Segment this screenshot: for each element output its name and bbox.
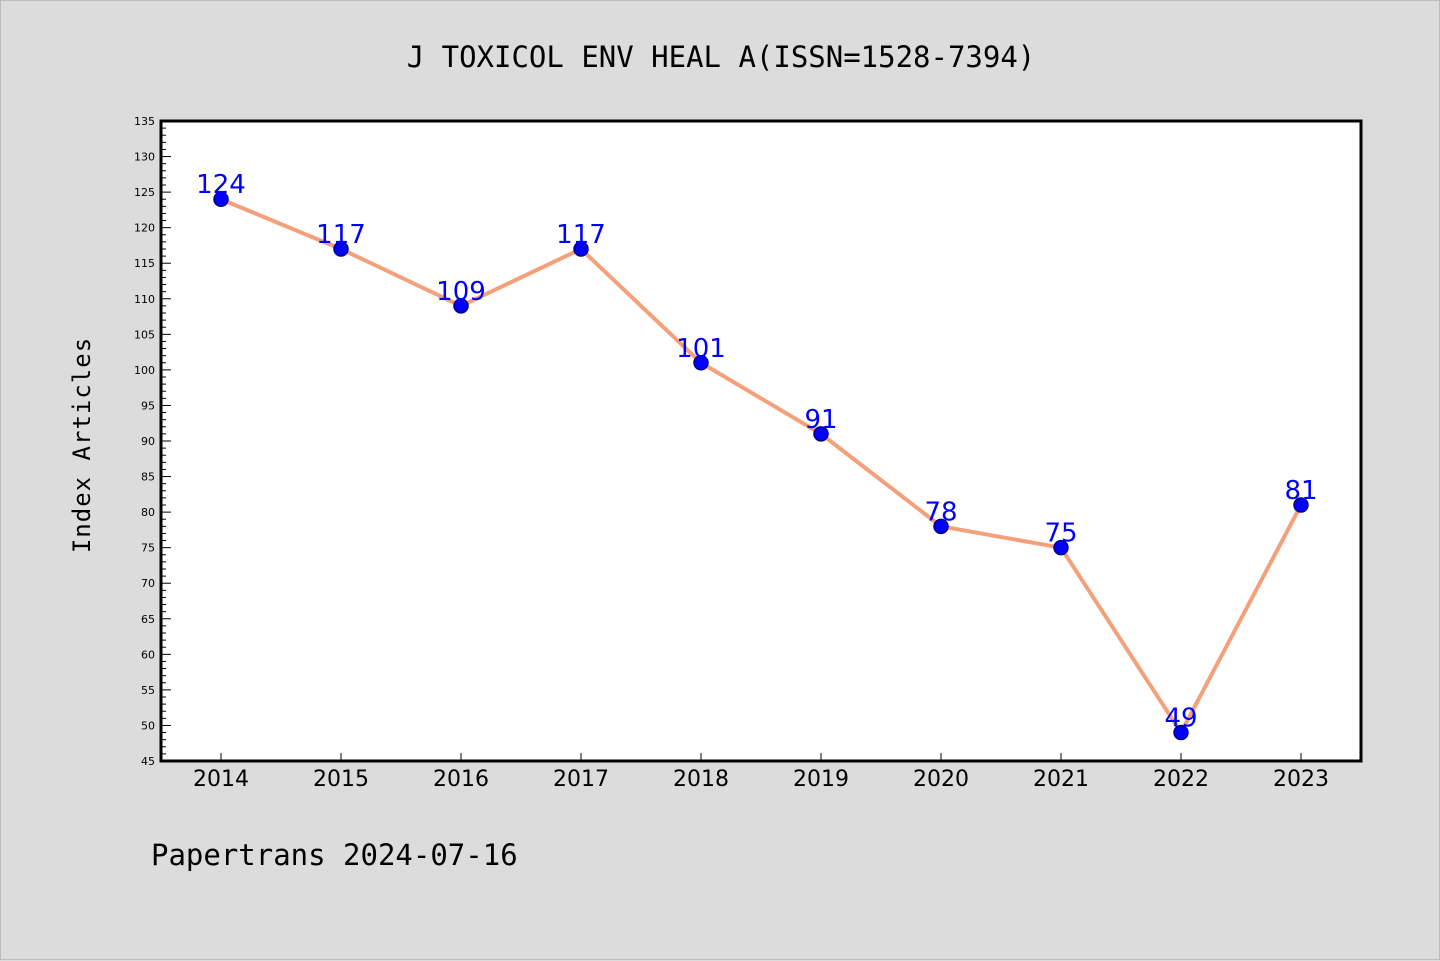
y-tick-label: 115 bbox=[134, 257, 155, 270]
chart-title: J TOXICOL ENV HEAL A(ISSN=1528-7394) bbox=[407, 40, 1036, 74]
x-tick-label: 2021 bbox=[1033, 767, 1089, 792]
plot-area bbox=[161, 121, 1361, 761]
x-tick-label: 2014 bbox=[193, 767, 249, 792]
y-tick-label: 60 bbox=[141, 648, 155, 661]
y-tick-label: 45 bbox=[141, 755, 155, 768]
y-tick-label: 105 bbox=[134, 328, 155, 341]
y-tick-label: 80 bbox=[141, 506, 155, 519]
series-line bbox=[220, 197, 1303, 735]
y-tick-label: 55 bbox=[141, 684, 155, 697]
data-label: 49 bbox=[1164, 704, 1197, 734]
data-point bbox=[213, 191, 229, 207]
y-tick-label: 65 bbox=[141, 613, 155, 626]
y-tick-label: 120 bbox=[134, 222, 155, 235]
y-tick-label: 110 bbox=[134, 293, 155, 306]
plot-frame bbox=[159, 119, 1363, 763]
data-label: 124 bbox=[196, 170, 246, 200]
y-tick-label: 100 bbox=[134, 364, 155, 377]
data-point bbox=[1293, 497, 1309, 513]
y-tick-label: 70 bbox=[141, 577, 155, 590]
data-label: 75 bbox=[1044, 519, 1077, 549]
y-tick-label: 95 bbox=[141, 399, 155, 412]
y-axis-ticks: 45 50 55 60 65 70 75 80 85 90 95 100 105 110 115 120 125… bbox=[134, 115, 171, 768]
x-tick-label: 2019 bbox=[793, 767, 849, 792]
series-line-group bbox=[220, 197, 1303, 735]
x-axis-ticks: 2014 2015 2016 2017 2018 2019 2020 2021 2022 2023 bbox=[193, 753, 1329, 792]
data-label: 91 bbox=[804, 405, 837, 435]
data-label: 109 bbox=[436, 277, 486, 307]
data-point bbox=[573, 241, 589, 257]
x-tick-label: 2015 bbox=[313, 767, 369, 792]
data-label: 78 bbox=[924, 497, 957, 527]
x-tick-label: 2018 bbox=[673, 767, 729, 792]
x-tick-label: 2020 bbox=[913, 767, 969, 792]
y-tick-label: 125 bbox=[134, 186, 155, 199]
data-label: 117 bbox=[556, 220, 606, 250]
data-point bbox=[1053, 539, 1069, 556]
x-tick-label: 2016 bbox=[433, 767, 489, 792]
y-tick-label: 90 bbox=[141, 435, 155, 448]
data-point bbox=[693, 355, 709, 371]
footer-credit: Papertrans 2024-07-16 bbox=[151, 838, 518, 872]
data-label: 81 bbox=[1284, 476, 1317, 506]
y-axis-label: Index Articles bbox=[68, 337, 96, 553]
x-tick-label: 2023 bbox=[1273, 767, 1329, 792]
y-tick-label: 50 bbox=[141, 719, 155, 732]
data-point bbox=[453, 298, 469, 314]
data-point bbox=[333, 241, 349, 257]
x-tick-label: 2022 bbox=[1153, 767, 1209, 792]
data-label: 117 bbox=[316, 220, 366, 250]
y-tick-label: 85 bbox=[141, 471, 155, 484]
y-tick-label: 135 bbox=[134, 115, 155, 128]
data-point bbox=[813, 426, 829, 442]
y-tick-label: 130 bbox=[134, 151, 155, 164]
data-labels: 124 117 109 117 101 91 78 75 49 81 bbox=[196, 170, 1317, 733]
y-tick-label: 75 bbox=[141, 542, 155, 555]
data-point bbox=[1173, 724, 1189, 741]
data-markers bbox=[213, 191, 1309, 741]
data-point bbox=[933, 518, 949, 535]
x-tick-label: 2017 bbox=[553, 767, 609, 792]
data-label: 101 bbox=[676, 334, 726, 364]
